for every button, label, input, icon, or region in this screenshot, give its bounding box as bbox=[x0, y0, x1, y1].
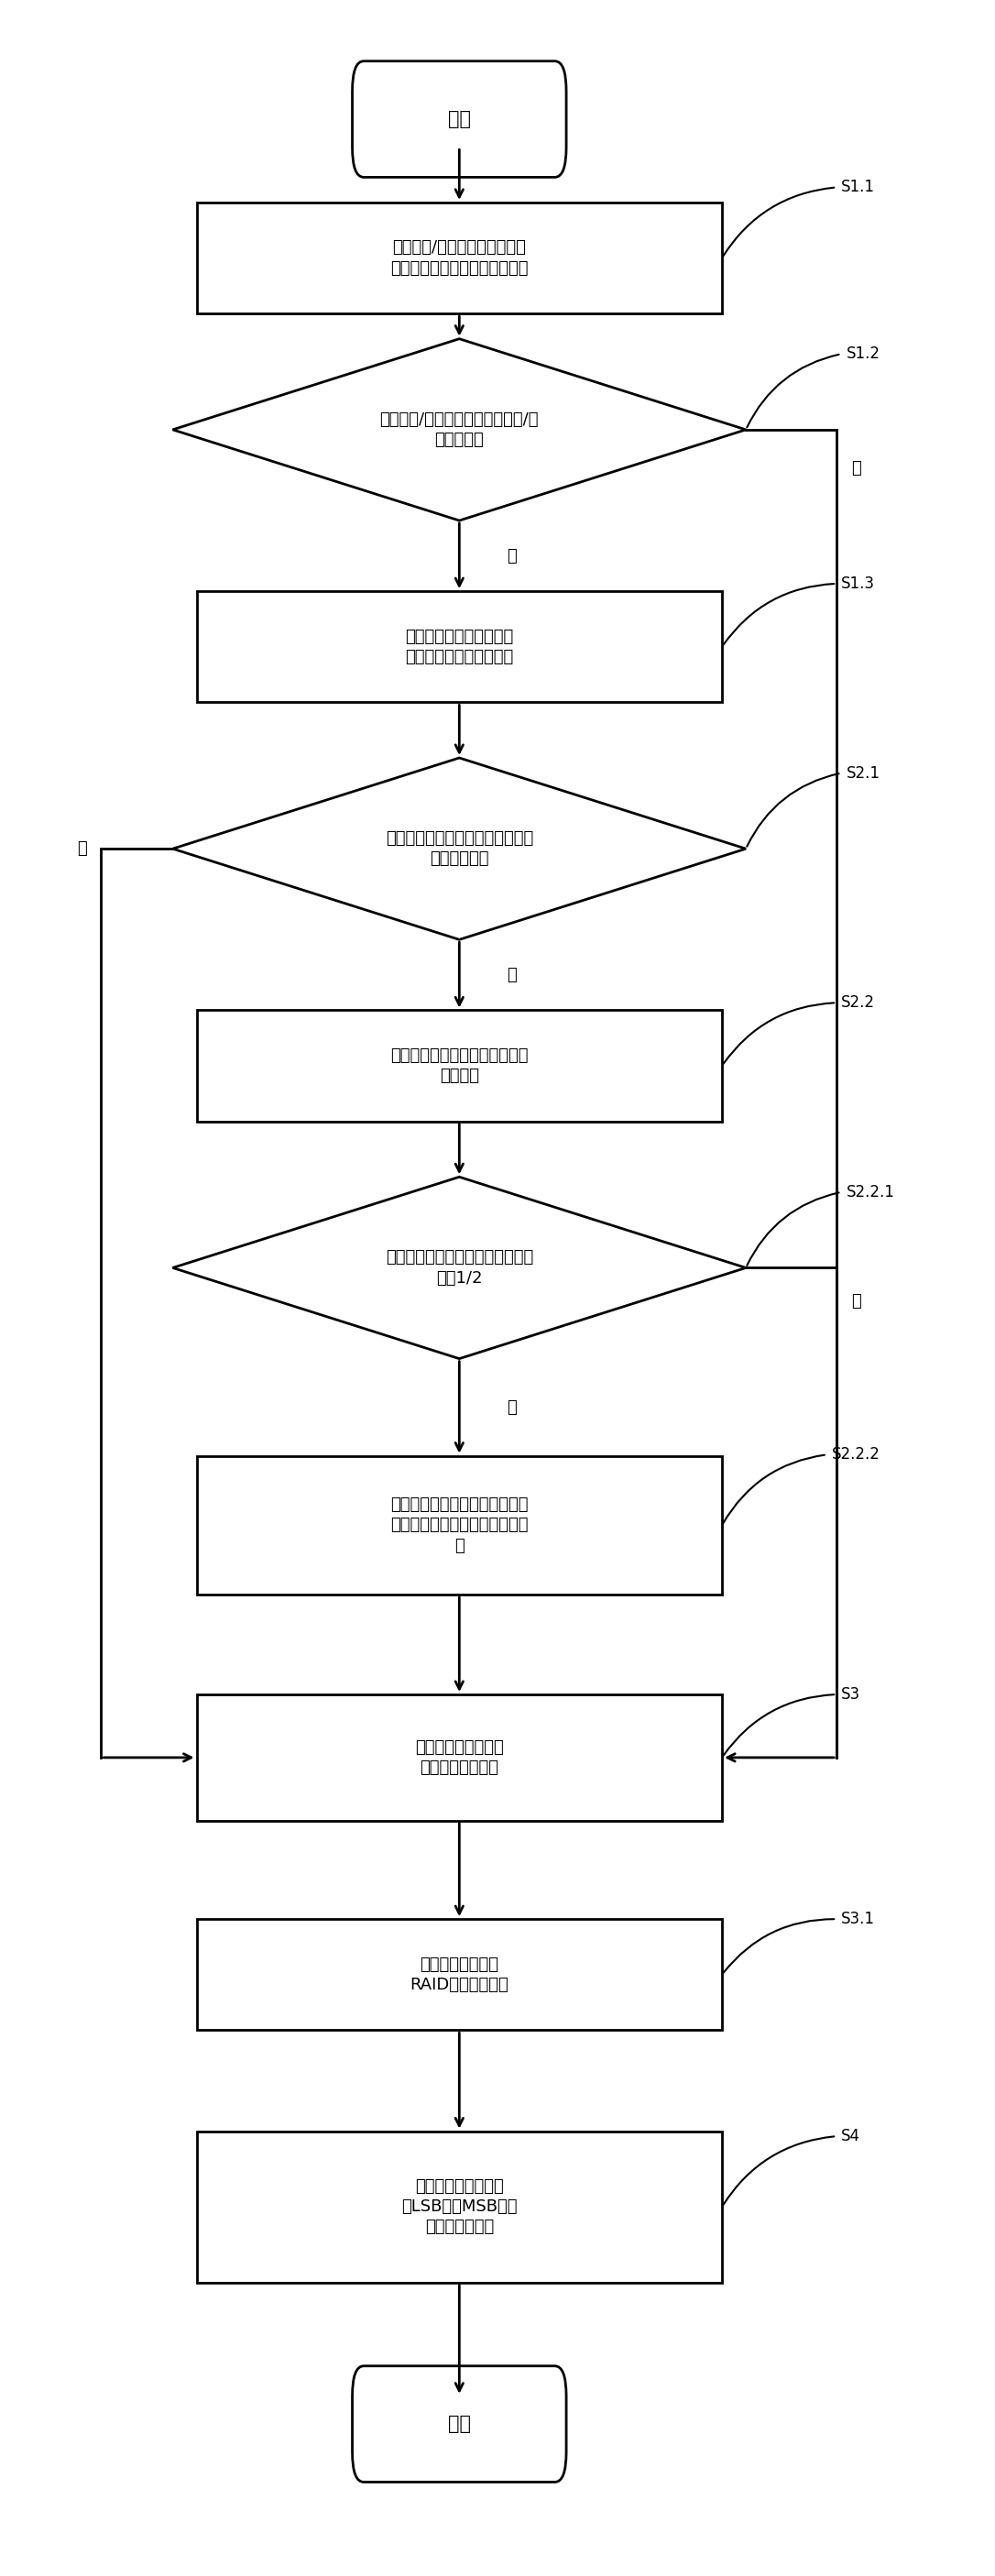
Bar bbox=[197, 1455, 722, 1595]
Polygon shape bbox=[173, 757, 746, 940]
Text: 设定编程/擦除次数阈值、弱块
原始误码率阈值及总物理块数目: 设定编程/擦除次数阈值、弱块 原始误码率阈值及总物理块数目 bbox=[390, 240, 528, 276]
Text: 将物理块标记为弱块并记录于块
状态表中: 将物理块标记为弱块并记录于块 状态表中 bbox=[390, 1048, 528, 1084]
Text: 开始: 开始 bbox=[448, 111, 471, 129]
Bar bbox=[197, 592, 722, 703]
Text: 判断原始误码率值是否超过弱块原
始误码率阈值: 判断原始误码率值是否超过弱块原 始误码率阈值 bbox=[385, 829, 533, 868]
Polygon shape bbox=[173, 1177, 746, 1358]
Text: 结束: 结束 bbox=[448, 2414, 471, 2434]
Bar bbox=[197, 204, 722, 314]
Bar bbox=[197, 1919, 722, 2030]
Bar bbox=[197, 1695, 722, 1821]
FancyBboxPatch shape bbox=[352, 2365, 566, 2483]
Text: 将原始误码率最大的物理块判别
为坏块，替换坏块并更新块状态
表: 将原始误码率最大的物理块判别 为坏块，替换坏块并更新块状态 表 bbox=[390, 1497, 528, 1553]
Text: S1.1: S1.1 bbox=[842, 180, 876, 196]
Text: 否: 否 bbox=[851, 461, 861, 477]
Polygon shape bbox=[173, 340, 746, 520]
Text: S1.3: S1.3 bbox=[842, 574, 876, 592]
Text: 获取弱块数目，对物
理块进行条带组织: 获取弱块数目，对物 理块进行条带组织 bbox=[415, 1739, 503, 1775]
Text: S2.2: S2.2 bbox=[842, 994, 876, 1010]
Text: 是: 是 bbox=[507, 1399, 516, 1417]
Text: 检测物理块的原始误码率
并将其记录于块状态表中: 检测物理块的原始误码率 并将其记录于块状态表中 bbox=[405, 629, 513, 665]
FancyBboxPatch shape bbox=[352, 62, 566, 178]
Text: S3.1: S3.1 bbox=[842, 1911, 876, 1927]
Text: 判断弱块数目是否超过总物理块数
目的1/2: 判断弱块数目是否超过总物理块数 目的1/2 bbox=[385, 1249, 533, 1285]
Text: 将同一条带的物理块
中LSB页和MSB页交
错进行条带组织: 将同一条带的物理块 中LSB页和MSB页交 错进行条带组织 bbox=[401, 2179, 517, 2236]
Text: 是: 是 bbox=[507, 966, 516, 984]
Text: 否: 否 bbox=[851, 1293, 861, 1309]
Text: 判断编程/擦除次数是否达到编程/擦
除次数阈值: 判断编程/擦除次数是否达到编程/擦 除次数阈值 bbox=[380, 412, 538, 448]
Text: 是: 是 bbox=[507, 549, 516, 564]
Bar bbox=[197, 2130, 722, 2282]
Text: S3: S3 bbox=[842, 1687, 861, 1703]
Text: S2.2.2: S2.2.2 bbox=[832, 1445, 881, 1463]
Text: S4: S4 bbox=[842, 2128, 861, 2143]
Text: S2.1: S2.1 bbox=[846, 765, 880, 781]
Text: 将校验信息存放于
RAID条带的弱块中: 将校验信息存放于 RAID条带的弱块中 bbox=[410, 1955, 508, 1994]
Text: S1.2: S1.2 bbox=[846, 345, 880, 363]
Bar bbox=[197, 1010, 722, 1121]
Text: S2.2.1: S2.2.1 bbox=[846, 1185, 895, 1200]
Text: 否: 否 bbox=[77, 840, 87, 858]
